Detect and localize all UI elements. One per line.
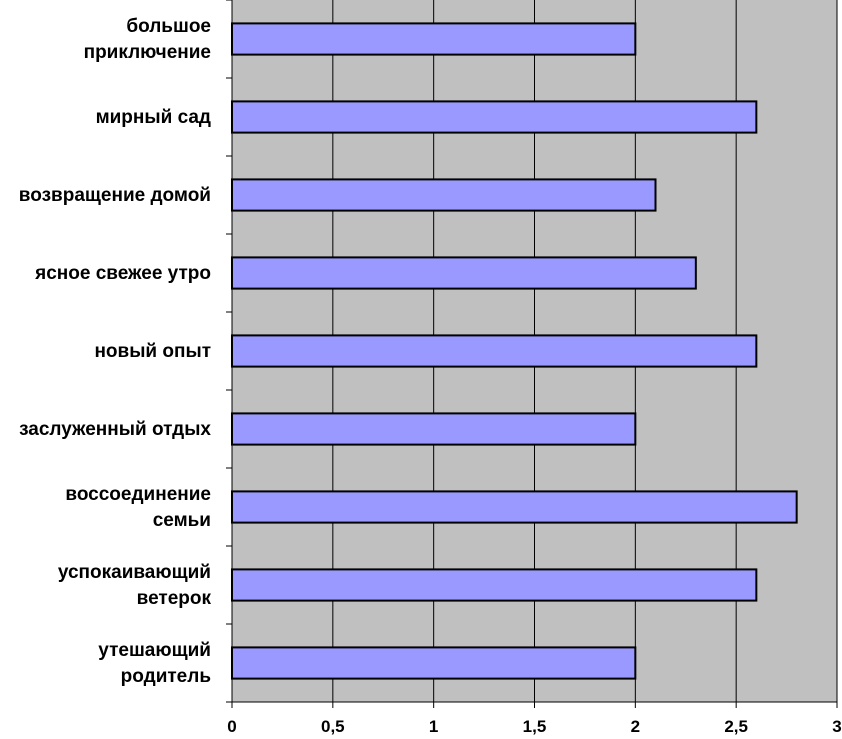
category-label: мирный сад: [96, 107, 211, 128]
bar: [231, 490, 798, 524]
category-label: успокаивающий ветерок: [58, 562, 212, 609]
x-tick-label: 1,5: [523, 717, 547, 736]
bar: [231, 178, 657, 212]
x-tick-label: 0,5: [321, 717, 345, 736]
bar: [231, 412, 637, 446]
bars: [231, 22, 798, 680]
category-label: возвращение домой: [19, 185, 211, 206]
category-label: большое приключение: [84, 16, 211, 63]
bar: [231, 568, 758, 602]
x-tick-label: 1: [429, 717, 438, 736]
x-tick-label: 0: [227, 717, 236, 736]
bar: [231, 646, 637, 680]
category-label: новый опыт: [94, 341, 211, 362]
bar: [231, 334, 758, 368]
x-tick-label: 3: [832, 717, 841, 736]
bar: [231, 256, 697, 290]
bar: [231, 22, 637, 56]
category-label: ясное свежее утро: [34, 263, 211, 284]
axes: [226, 0, 838, 708]
category-label: воссоединение семьи: [65, 484, 211, 531]
x-tick-label: 2: [631, 717, 640, 736]
x-tick-label: 2,5: [724, 717, 748, 736]
category-labels: большое приключение мирный сад возвращение …: [19, 16, 212, 687]
bar: [231, 100, 758, 134]
category-label: заслуженный отдых: [19, 419, 211, 440]
x-axis-ticks: 0 0,5 1 1,5 2 2,5 3: [227, 717, 841, 736]
category-label: утешающий родитель: [98, 640, 211, 687]
